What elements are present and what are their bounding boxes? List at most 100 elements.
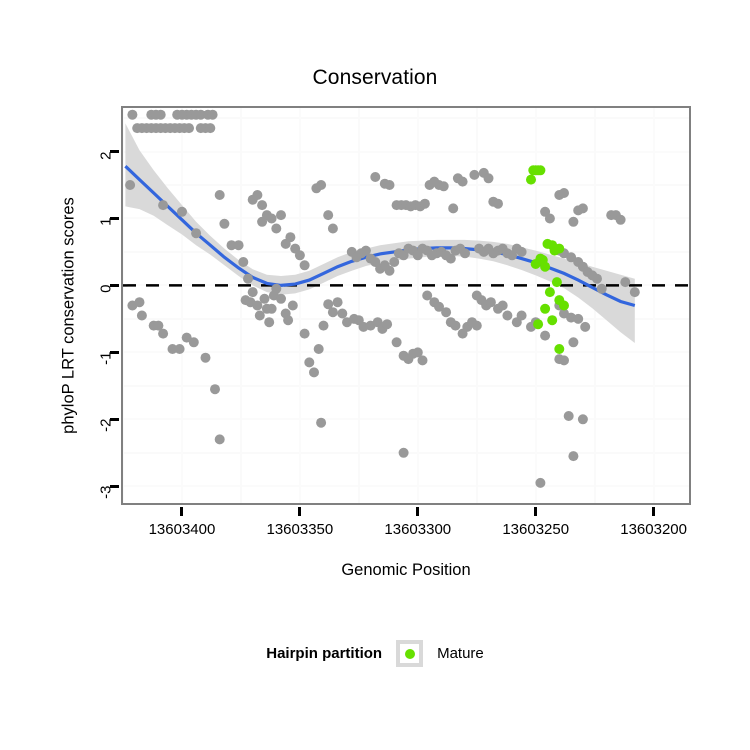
- data-point-other: [389, 257, 400, 267]
- y-tick-mark: [110, 283, 119, 287]
- data-point-other: [276, 293, 286, 304]
- x-axis-title: Genomic Position: [341, 561, 471, 579]
- data-point-mature: [544, 287, 555, 298]
- data-point-other: [299, 328, 310, 339]
- data-point-other: [568, 216, 579, 227]
- data-point-other: [294, 250, 305, 261]
- data-point-other: [184, 123, 194, 134]
- grid-line-y-minor: [123, 317, 689, 320]
- legend-dot-icon: [404, 648, 415, 659]
- data-point-mature: [559, 300, 569, 311]
- data-point-other: [384, 180, 395, 190]
- data-point-other: [318, 320, 329, 331]
- legend-title: Hairpin partition: [266, 645, 383, 662]
- data-point-mature: [540, 303, 551, 314]
- legend-key-mature[interactable]: [396, 640, 424, 667]
- data-point-other: [568, 451, 579, 462]
- x-tick-label: 13603200: [620, 521, 687, 538]
- data-point-other: [445, 253, 456, 264]
- y-tick-label: -3: [97, 485, 115, 500]
- data-point-other: [360, 245, 371, 256]
- data-point-other: [254, 310, 265, 321]
- data-point-other: [252, 190, 263, 200]
- data-point-other: [316, 417, 327, 428]
- data-point-mature: [535, 165, 546, 176]
- data-point-other: [620, 277, 631, 288]
- data-point-other: [592, 273, 602, 284]
- y-tick-mark: [110, 484, 119, 488]
- data-point-other: [559, 355, 569, 366]
- grid-line-y-major: [123, 485, 689, 488]
- data-point-other: [441, 307, 452, 318]
- data-point-other: [559, 188, 569, 198]
- page-title: Conservation: [312, 66, 438, 89]
- data-point-other: [419, 198, 430, 209]
- data-point-mature: [554, 243, 565, 254]
- grid-line-x-major: [298, 108, 301, 503]
- data-point-other: [299, 260, 310, 271]
- data-point-other: [174, 344, 185, 354]
- data-point-mature: [533, 319, 544, 330]
- data-point-other: [309, 367, 319, 378]
- data-point-other: [266, 303, 277, 314]
- data-point-other: [391, 337, 402, 348]
- data-point-other: [285, 232, 296, 243]
- data-point-mature: [540, 261, 551, 272]
- data-point-other: [271, 223, 282, 234]
- grid-line-y-minor: [123, 117, 689, 120]
- data-point-other: [158, 200, 169, 211]
- data-point-other: [158, 328, 169, 339]
- data-point-other: [384, 265, 395, 276]
- data-point-other: [259, 293, 270, 304]
- data-point-other: [568, 337, 579, 348]
- grid-line-x-minor: [239, 108, 242, 503]
- data-point-other: [271, 283, 282, 294]
- data-point-other: [540, 330, 551, 341]
- data-point-other: [155, 109, 166, 120]
- grid-line-x-minor: [475, 108, 478, 503]
- data-point-other: [247, 287, 258, 298]
- data-point-other: [327, 223, 338, 234]
- data-point-other: [188, 337, 199, 348]
- data-point-other: [540, 206, 551, 217]
- data-point-other: [177, 206, 187, 217]
- grid-line-y-minor: [123, 183, 689, 186]
- data-point-other: [493, 198, 503, 209]
- x-tick-label: 13603250: [502, 521, 570, 538]
- data-point-other: [580, 321, 591, 332]
- x-tick-mark: [416, 507, 420, 516]
- y-axis-title: phyloP LRT conservation scores: [59, 197, 78, 434]
- x-tick-mark: [180, 507, 184, 516]
- grid-line-x-major: [534, 108, 537, 503]
- data-point-other: [629, 287, 640, 298]
- grid-line-y-major: [123, 418, 689, 421]
- data-point-other: [596, 283, 607, 294]
- legend: Hairpin partition Mature: [0, 640, 750, 667]
- data-point-other: [287, 300, 298, 311]
- data-point-other: [337, 308, 348, 319]
- data-point-other: [516, 310, 527, 321]
- grid-line-y-major: [123, 217, 689, 220]
- data-point-other: [577, 414, 588, 425]
- data-point-other: [205, 123, 216, 134]
- data-point-other: [127, 109, 138, 120]
- data-point-other: [485, 297, 496, 308]
- data-point-other: [469, 169, 480, 180]
- data-point-other: [471, 320, 482, 331]
- x-tick-mark: [652, 507, 656, 516]
- data-point-other: [134, 297, 145, 308]
- data-point-other: [460, 248, 470, 259]
- data-point-other: [450, 320, 461, 331]
- data-point-other: [323, 299, 334, 310]
- data-point-other: [226, 240, 237, 251]
- data-point-other: [535, 477, 546, 488]
- data-point-other: [497, 300, 508, 311]
- data-point-other: [233, 240, 244, 251]
- data-point-other: [483, 173, 494, 184]
- data-point-other: [276, 210, 286, 221]
- x-tick-mark: [534, 507, 538, 516]
- data-point-other: [257, 200, 268, 211]
- plot-graphics: [123, 109, 689, 488]
- data-point-other: [167, 344, 178, 354]
